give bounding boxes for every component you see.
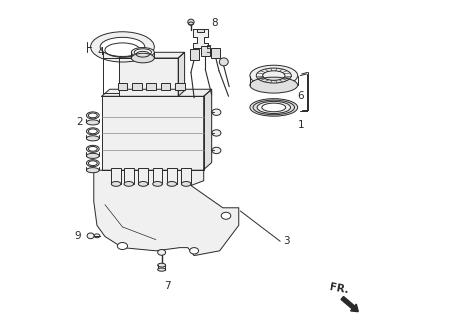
Bar bbox=[152, 168, 162, 184]
Bar bbox=[138, 168, 147, 184]
Ellipse shape bbox=[100, 37, 144, 56]
Ellipse shape bbox=[138, 181, 147, 186]
Ellipse shape bbox=[124, 181, 133, 186]
Ellipse shape bbox=[88, 147, 97, 151]
Ellipse shape bbox=[157, 263, 165, 267]
Ellipse shape bbox=[131, 53, 154, 63]
Ellipse shape bbox=[86, 120, 99, 125]
Text: 3: 3 bbox=[283, 236, 290, 246]
Ellipse shape bbox=[86, 153, 99, 158]
Polygon shape bbox=[119, 58, 178, 96]
Ellipse shape bbox=[88, 113, 97, 118]
Ellipse shape bbox=[86, 136, 99, 141]
Text: 7: 7 bbox=[164, 281, 170, 291]
Ellipse shape bbox=[219, 58, 228, 66]
Ellipse shape bbox=[111, 181, 120, 186]
Ellipse shape bbox=[88, 129, 97, 134]
Ellipse shape bbox=[189, 248, 198, 254]
Ellipse shape bbox=[86, 112, 99, 119]
Text: 4: 4 bbox=[97, 47, 103, 57]
Bar bbox=[160, 83, 170, 90]
Text: FR.: FR. bbox=[328, 283, 349, 296]
Ellipse shape bbox=[181, 181, 190, 186]
Bar bbox=[181, 168, 190, 184]
Ellipse shape bbox=[87, 233, 94, 239]
Text: 9: 9 bbox=[74, 231, 81, 242]
Ellipse shape bbox=[249, 65, 297, 86]
Ellipse shape bbox=[249, 99, 297, 116]
Bar bbox=[146, 83, 156, 90]
Ellipse shape bbox=[86, 168, 99, 173]
Bar bbox=[175, 83, 184, 90]
Bar bbox=[167, 168, 176, 184]
Bar bbox=[117, 83, 127, 90]
Ellipse shape bbox=[90, 32, 154, 62]
Bar bbox=[124, 168, 133, 184]
Ellipse shape bbox=[212, 109, 221, 116]
Bar bbox=[189, 50, 198, 60]
Bar bbox=[211, 48, 220, 58]
Ellipse shape bbox=[86, 128, 99, 135]
Text: 6: 6 bbox=[297, 91, 304, 101]
Polygon shape bbox=[93, 170, 238, 256]
Polygon shape bbox=[101, 96, 203, 170]
Bar bbox=[200, 46, 209, 56]
Bar bbox=[111, 168, 120, 184]
Ellipse shape bbox=[94, 234, 100, 238]
Bar bbox=[196, 29, 204, 32]
Polygon shape bbox=[101, 89, 211, 96]
Ellipse shape bbox=[131, 48, 154, 57]
Ellipse shape bbox=[117, 243, 127, 250]
Ellipse shape bbox=[221, 212, 230, 219]
Ellipse shape bbox=[257, 101, 290, 114]
Text: 1: 1 bbox=[297, 120, 304, 130]
Ellipse shape bbox=[134, 49, 151, 56]
FancyArrow shape bbox=[341, 297, 358, 312]
Ellipse shape bbox=[212, 130, 221, 136]
Bar bbox=[132, 83, 141, 90]
Text: 2: 2 bbox=[76, 117, 83, 127]
Ellipse shape bbox=[86, 160, 99, 167]
Ellipse shape bbox=[249, 77, 297, 93]
Ellipse shape bbox=[212, 147, 221, 154]
Ellipse shape bbox=[88, 161, 97, 165]
Ellipse shape bbox=[152, 181, 162, 186]
Polygon shape bbox=[203, 89, 211, 170]
Ellipse shape bbox=[261, 103, 285, 112]
Ellipse shape bbox=[86, 145, 99, 152]
Ellipse shape bbox=[187, 19, 194, 25]
Polygon shape bbox=[192, 29, 208, 49]
Polygon shape bbox=[178, 52, 184, 96]
Polygon shape bbox=[119, 52, 184, 58]
Text: 5: 5 bbox=[205, 45, 212, 55]
Ellipse shape bbox=[167, 181, 176, 186]
Ellipse shape bbox=[157, 250, 165, 255]
Text: 8: 8 bbox=[211, 18, 218, 28]
Ellipse shape bbox=[157, 268, 165, 271]
